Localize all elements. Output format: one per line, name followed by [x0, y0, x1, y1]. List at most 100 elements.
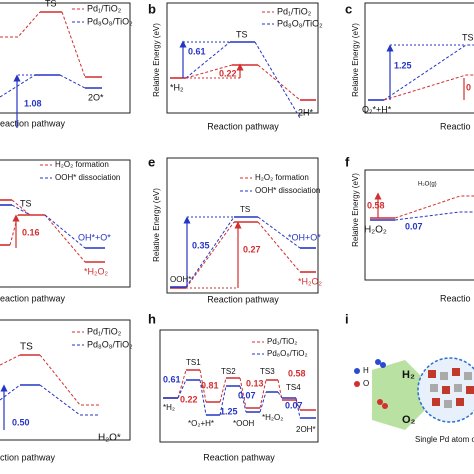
label: H₂O* — [98, 433, 121, 444]
panel-b: b Relative Energy (eV) Pd₁/TiO₂ Pd₈O₈/Ti… — [148, 1, 323, 131]
label: TS1 — [186, 358, 201, 367]
label: TS — [240, 205, 250, 214]
frame — [0, 2, 131, 114]
lattice — [428, 368, 474, 408]
legend-label: O — [363, 379, 369, 388]
value-label: 0.58 — [288, 368, 306, 378]
label: *H₂O₂ — [262, 413, 283, 422]
caption: Single Pd atom on — [415, 435, 474, 444]
path — [177, 379, 301, 419]
legend-label: Pd₁/TiO₂ — [277, 6, 312, 16]
value-label: 1.25 — [220, 406, 238, 416]
x-label: eaction pathway — [0, 118, 66, 128]
x-label: Reaction pathway — [203, 452, 275, 462]
panel-letter: h — [148, 311, 156, 326]
y-label: Relative Energy (eV) — [351, 23, 360, 97]
panel-letter: b — [148, 1, 156, 16]
panel-e: e Relative Energy (eV) H₂O₂ formation OO… — [148, 154, 322, 304]
path — [383, 74, 474, 101]
frame — [166, 157, 319, 294]
panel-h: h Pd₁/TiO₂ Pd₈O₈/TiO₂ TS1 TS2 TS3 TS4 0.… — [148, 311, 319, 462]
value-label: 0.07 — [238, 390, 256, 400]
x-label: Reactio — [440, 121, 471, 131]
panel-letter: c — [345, 1, 352, 16]
x-label: Reaction pathway — [207, 294, 279, 304]
molecule — [375, 359, 381, 365]
frame — [159, 329, 319, 443]
path — [257, 221, 301, 273]
legend-label: OOH* dissociation — [55, 173, 120, 182]
path — [11, 204, 31, 216]
label: TS — [20, 198, 32, 208]
path — [11, 199, 31, 216]
path — [44, 214, 86, 249]
label: *H₂ — [163, 403, 175, 412]
y-label: Relative Energy (eV) — [152, 188, 161, 262]
value-label: 0.16 — [22, 227, 40, 237]
path — [39, 354, 100, 406]
path — [0, 384, 21, 401]
panel-g: Pd₁/TiO₂ Pd₈O₈/TiO₂ TS 0.50 H₂O* ction p… — [0, 319, 133, 462]
label: *H₂ — [170, 82, 184, 92]
label: TS — [45, 0, 57, 8]
molecule — [380, 362, 386, 368]
label: OOH* — [170, 275, 191, 284]
legend-label: Pd₈O₈/TiO₂ — [87, 16, 133, 26]
value-label: 0.13 — [246, 378, 264, 388]
label: O₂*+H* — [362, 104, 392, 114]
path — [394, 211, 474, 221]
legend-label: Pd₁/TiO₂ — [87, 326, 122, 336]
value-label: 0.81 — [201, 380, 219, 390]
legend-label: H₂O₂ formation — [255, 173, 309, 182]
y-label: Relative Energy (eV) — [351, 173, 360, 247]
path — [185, 64, 233, 79]
x-label: Reactio — [440, 293, 471, 303]
legend-label: OOH* dissociation — [255, 186, 320, 195]
molecule — [377, 399, 383, 405]
path — [0, 11, 41, 38]
legend-label: Pd₈O₈/TiO₂ — [87, 339, 133, 349]
legend-label: Pd₈O₈/TiO₂ — [277, 18, 323, 28]
value-label: 0.07 — [285, 400, 303, 410]
frame — [364, 2, 474, 114]
path — [59, 74, 86, 89]
label: *OOH — [233, 419, 255, 428]
value-label: 0 — [466, 82, 471, 92]
label: *O₂+H* — [188, 419, 214, 428]
flow-arrow — [372, 360, 440, 430]
label: *OH+O* — [288, 232, 321, 242]
path — [254, 41, 301, 119]
label: TS — [236, 29, 248, 39]
levels — [163, 379, 316, 419]
label: 2OH* — [296, 425, 316, 434]
label: 2O* — [88, 92, 104, 102]
y-label: Relative Energy (eV) — [152, 23, 161, 97]
legend-label: Pd₁/TiO₂ — [267, 337, 297, 346]
label: TS — [20, 342, 33, 353]
path — [185, 221, 235, 289]
label: OH*+O* — [78, 232, 111, 242]
panel-a: Pd₁/TiO₂ Pd₈O₈/TiO₂ TS 2O* 1.08 eaction … — [0, 0, 133, 128]
label: TS4 — [286, 383, 301, 392]
value-label: 0.35 — [192, 240, 210, 250]
legend-label: Pd₁/TiO₂ — [87, 3, 122, 13]
panel-letter: e — [148, 154, 155, 169]
path — [39, 384, 100, 416]
path — [0, 354, 21, 366]
label: 2H* — [298, 107, 314, 117]
legend-label: H — [363, 366, 369, 375]
panel-d: H₂O₂ formation OOH* dissociation TS OH*+… — [0, 159, 131, 303]
panel-letter: f — [345, 154, 350, 169]
panel-f: f Relative Energy (eV) 0.58 0.07 H₂O₂ H₂… — [345, 154, 474, 303]
x-label: eaction pathway — [0, 293, 66, 303]
label: H₂ — [402, 369, 415, 381]
value-label: 0.58 — [367, 200, 385, 210]
path — [185, 216, 235, 288]
value-label: 0.22 — [219, 68, 237, 78]
legend-label: H₂O₂ formation — [55, 160, 109, 169]
value-label: 0.07 — [405, 221, 423, 231]
label: H₂O(g) — [418, 182, 437, 188]
frame — [166, 2, 319, 114]
value-label: 1.25 — [394, 60, 412, 70]
